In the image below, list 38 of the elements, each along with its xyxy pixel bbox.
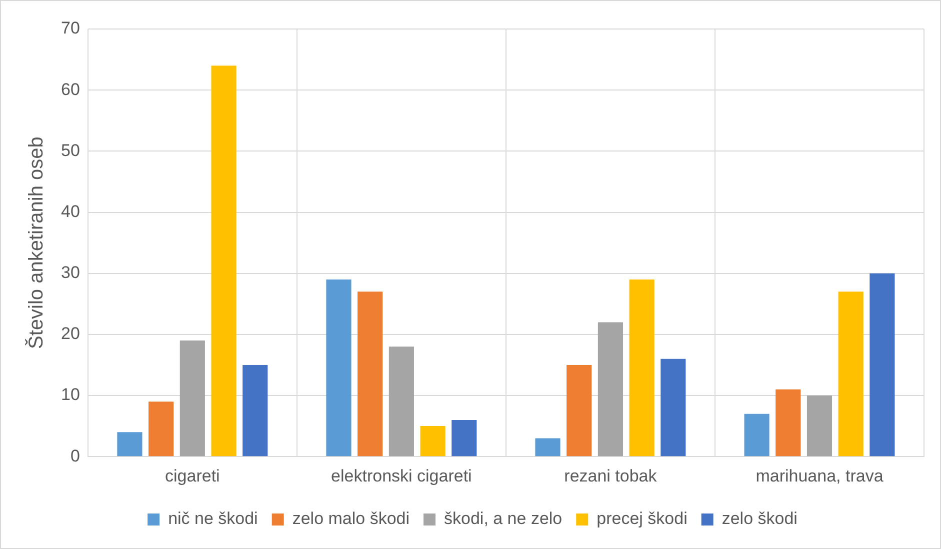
bar [629,279,654,456]
bar [744,414,770,456]
bar [660,358,686,456]
y-axis-title: Število anketiranih oseb [24,136,48,349]
bar [326,279,352,456]
y-tick-label: 10 [60,385,80,404]
x-tick-label: cigareti [165,466,220,486]
bar [776,389,801,456]
x-tick-label: elektronski cigareti [331,466,472,486]
legend-label: zelo malo škodi [292,509,410,528]
bar [388,346,414,456]
y-tick-label: 20 [60,324,80,344]
y-tick-label: 50 [60,140,80,160]
y-tick-label: 70 [60,18,80,38]
bar [870,273,895,456]
x-tick-label: marihuana, trava [756,466,884,486]
bar [598,322,624,456]
bar [148,402,174,456]
y-tick-label: 0 [70,446,80,466]
bar [211,66,236,456]
y-tick-label: 30 [60,263,80,282]
bar [566,364,592,456]
bar [452,420,477,456]
bar [117,432,142,456]
bar [806,396,832,456]
legend-label: škodi, a ne zelo [444,509,562,528]
bar [242,364,268,456]
bar [535,438,560,456]
bar [420,426,446,456]
bar [358,292,383,456]
legend-label: precej škodi [596,509,688,528]
legend-label: zelo škodi [722,509,798,528]
bar [180,340,205,456]
x-tick-label: rezani tobak [564,466,658,486]
y-tick-label: 40 [60,202,80,221]
bar [838,292,864,456]
legend-label: nič ne škodi [168,509,258,528]
y-tick-label: 60 [60,80,80,99]
